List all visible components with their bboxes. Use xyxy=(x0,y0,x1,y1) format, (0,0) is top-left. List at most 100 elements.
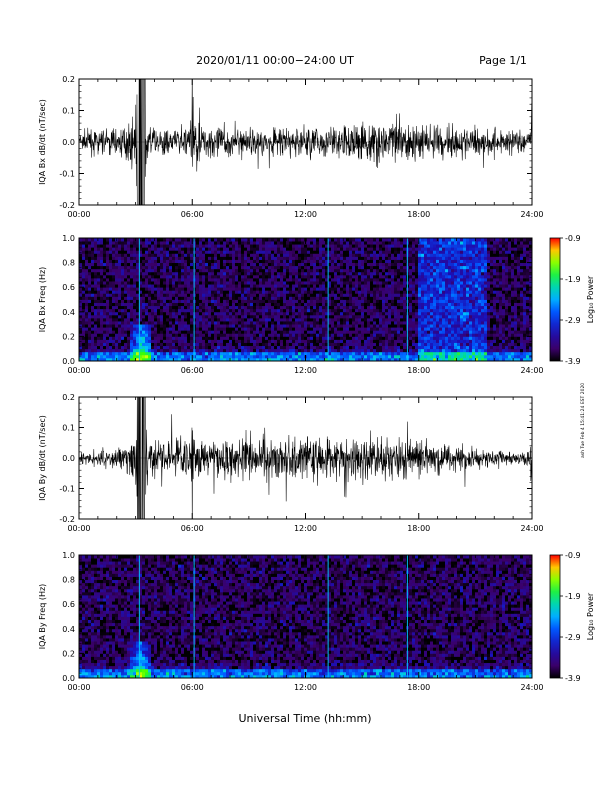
heatmap-cell xyxy=(103,345,107,350)
heatmap-cell xyxy=(238,290,242,294)
heatmap-cell xyxy=(238,259,242,263)
heatmap-cell xyxy=(394,305,398,310)
heatmap-cell xyxy=(253,339,257,343)
heatmap-cell xyxy=(181,256,185,260)
heatmap-cell xyxy=(178,253,182,257)
heatmap-cell xyxy=(124,281,128,285)
heatmap-cell xyxy=(184,302,188,307)
heatmap-cell xyxy=(310,327,314,331)
heatmap-cell xyxy=(199,250,203,254)
heatmap-cell xyxy=(160,253,164,257)
heatmap-cell xyxy=(403,244,407,248)
heatmap-cell xyxy=(220,284,224,288)
heatmap-cell xyxy=(334,330,338,334)
heatmap-cell xyxy=(349,330,353,334)
heatmap-cell xyxy=(301,324,305,328)
heatmap-cell xyxy=(442,330,446,334)
heatmap-cell xyxy=(145,348,149,353)
heatmap-cell xyxy=(88,253,92,257)
heatmap-cell xyxy=(118,265,122,270)
heatmap-cell xyxy=(313,253,317,257)
heatmap-cell xyxy=(424,333,428,337)
heatmap-cell xyxy=(352,311,356,316)
heatmap-cell xyxy=(370,357,374,361)
heatmap-cell xyxy=(274,256,278,260)
heatmap-cell xyxy=(109,274,113,279)
heatmap-cell xyxy=(385,351,389,356)
heatmap-cell xyxy=(301,284,305,288)
heatmap-cell xyxy=(361,262,365,267)
heatmap-cell xyxy=(121,296,125,300)
heatmap-cell xyxy=(388,339,392,343)
heatmap-cell xyxy=(373,296,377,300)
heatmap-cell xyxy=(325,317,329,322)
heatmap-cell xyxy=(160,342,164,347)
heatmap-cell xyxy=(364,281,368,285)
heatmap-cell xyxy=(436,314,440,319)
heatmap-cell xyxy=(91,324,95,328)
heatmap-cell xyxy=(364,299,368,303)
heatmap-cell xyxy=(97,250,101,254)
heatmap-cell xyxy=(328,253,332,257)
heatmap-cell xyxy=(253,357,257,361)
heatmap-cell xyxy=(265,281,269,285)
heatmap-cell xyxy=(241,321,245,325)
heatmap-cell xyxy=(274,268,278,273)
heatmap-cell xyxy=(397,238,401,242)
heatmap-cell xyxy=(397,311,401,316)
heatmap-cell xyxy=(196,305,200,310)
heatmap-cell xyxy=(301,321,305,325)
heatmap-cell xyxy=(433,287,437,291)
heatmap-cell xyxy=(124,293,128,297)
heatmap-cell xyxy=(211,327,215,331)
heatmap-cell xyxy=(202,321,206,325)
heatmap-cell xyxy=(316,317,320,322)
heatmap-cell xyxy=(364,287,368,291)
heatmap-cell xyxy=(424,259,428,263)
heatmap-cell xyxy=(154,284,158,288)
heatmap-cell xyxy=(262,262,266,267)
heatmap-cell xyxy=(331,327,335,331)
heatmap-cell xyxy=(253,290,257,294)
heatmap-cell xyxy=(139,333,143,337)
heatmap-cell xyxy=(400,324,404,328)
heatmap-cell xyxy=(196,241,200,245)
heatmap-cell xyxy=(337,330,341,334)
heatmap-cell xyxy=(172,317,176,322)
heatmap-cell xyxy=(334,342,338,347)
heatmap-cell xyxy=(217,336,221,340)
heatmap-cell xyxy=(385,244,389,248)
heatmap-cell xyxy=(241,296,245,300)
heatmap-cell xyxy=(301,351,305,356)
heatmap-cell xyxy=(265,274,269,279)
heatmap-cell xyxy=(232,299,236,303)
heatmap-cell xyxy=(178,281,182,285)
heatmap-cell xyxy=(97,281,101,285)
heatmap-cell xyxy=(253,336,257,340)
heatmap-cell xyxy=(409,238,413,242)
heatmap-cell xyxy=(412,247,416,251)
heatmap-cell xyxy=(319,281,323,285)
heatmap-cell xyxy=(286,241,290,245)
heatmap-cell xyxy=(157,327,161,331)
heatmap-cell xyxy=(235,238,239,242)
heatmap-cell xyxy=(379,290,383,294)
heatmap-cell xyxy=(151,321,155,325)
heatmap-cell xyxy=(277,299,281,303)
heatmap-cell xyxy=(313,351,317,356)
heatmap-cell xyxy=(151,354,155,359)
heatmap-cell xyxy=(265,268,269,273)
heatmap-cell xyxy=(148,268,152,273)
heatmap-cell xyxy=(319,293,323,297)
heatmap-cell xyxy=(277,259,281,263)
heatmap-cell xyxy=(334,284,338,288)
heatmap-cell xyxy=(202,268,206,273)
heatmap-cell xyxy=(226,265,230,270)
heatmap-cell xyxy=(337,351,341,356)
heatmap-cell xyxy=(256,311,260,316)
heatmap-cell xyxy=(403,238,407,242)
heatmap-cell xyxy=(142,348,146,353)
heatmap-cell xyxy=(400,342,404,347)
heatmap-cell xyxy=(208,277,212,282)
heatmap-cell xyxy=(355,253,359,257)
